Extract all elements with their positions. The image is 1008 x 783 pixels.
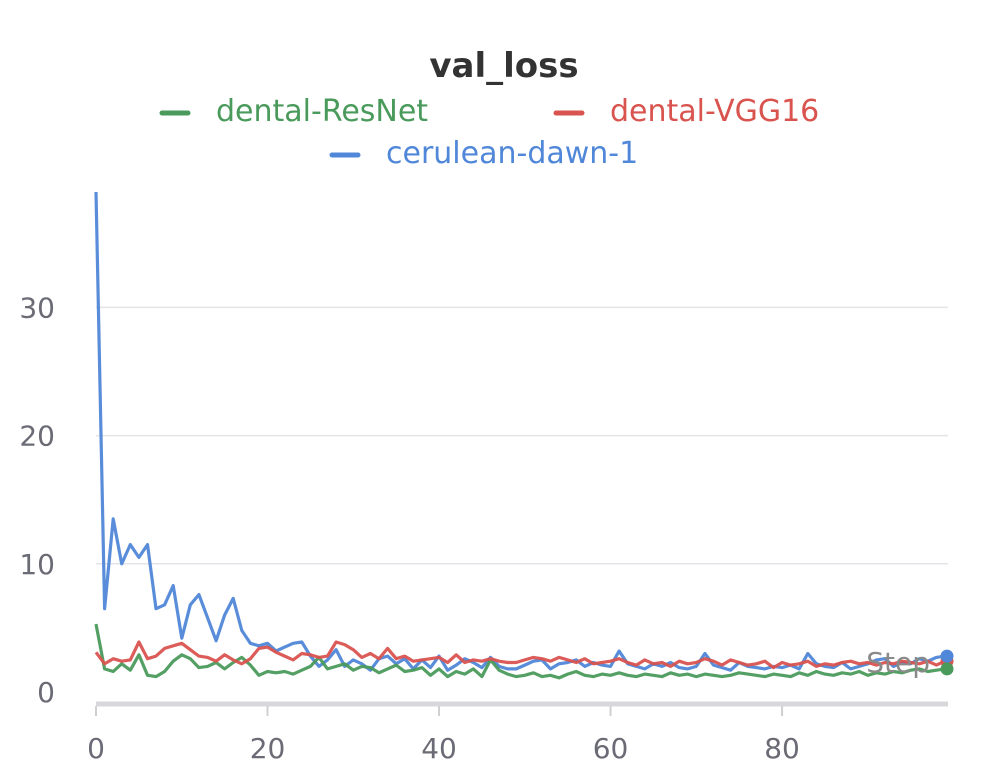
- legend-item-0[interactable]: dental-ResNet: [159, 94, 428, 129]
- series-line-2: [94, 191, 946, 672]
- x-tick-label-60: 60: [593, 732, 629, 765]
- y-tick-label-30: 30: [19, 291, 55, 324]
- y-tick-label-10: 10: [19, 548, 55, 581]
- legend-item-2[interactable]: cerulean-dawn-1: [329, 136, 638, 171]
- x-tick-label-20: 20: [250, 732, 286, 765]
- legend[interactable]: dental-ResNet dental-VGG16 cerulean-dawn-1: [159, 94, 819, 171]
- series-line-1: [94, 640, 946, 670]
- legend-item-1[interactable]: dental-VGG16: [553, 94, 819, 129]
- series-layer: [94, 191, 946, 680]
- series-end-markers: [940, 649, 954, 676]
- x-axis-label: Step: [866, 646, 930, 679]
- series-end-marker-2: [940, 649, 954, 663]
- legend-label-1: dental-VGG16: [610, 94, 819, 129]
- y-tick-label-20: 20: [19, 420, 55, 453]
- grid: [96, 306, 948, 565]
- y-tick-label-0: 0: [37, 676, 55, 709]
- x-tick-label-80: 80: [764, 732, 800, 765]
- x-tick-label-40: 40: [421, 732, 457, 765]
- series-end-marker-0: [940, 662, 954, 676]
- legend-label-2: cerulean-dawn-1: [386, 136, 638, 171]
- chart-title: val_loss: [429, 46, 578, 86]
- x-tick-label-0: 0: [87, 732, 105, 765]
- axes: 0 10 20 30 0 20 40 60 80 Step: [19, 291, 948, 765]
- series-line-0: [94, 623, 946, 680]
- legend-label-0: dental-ResNet: [216, 94, 428, 129]
